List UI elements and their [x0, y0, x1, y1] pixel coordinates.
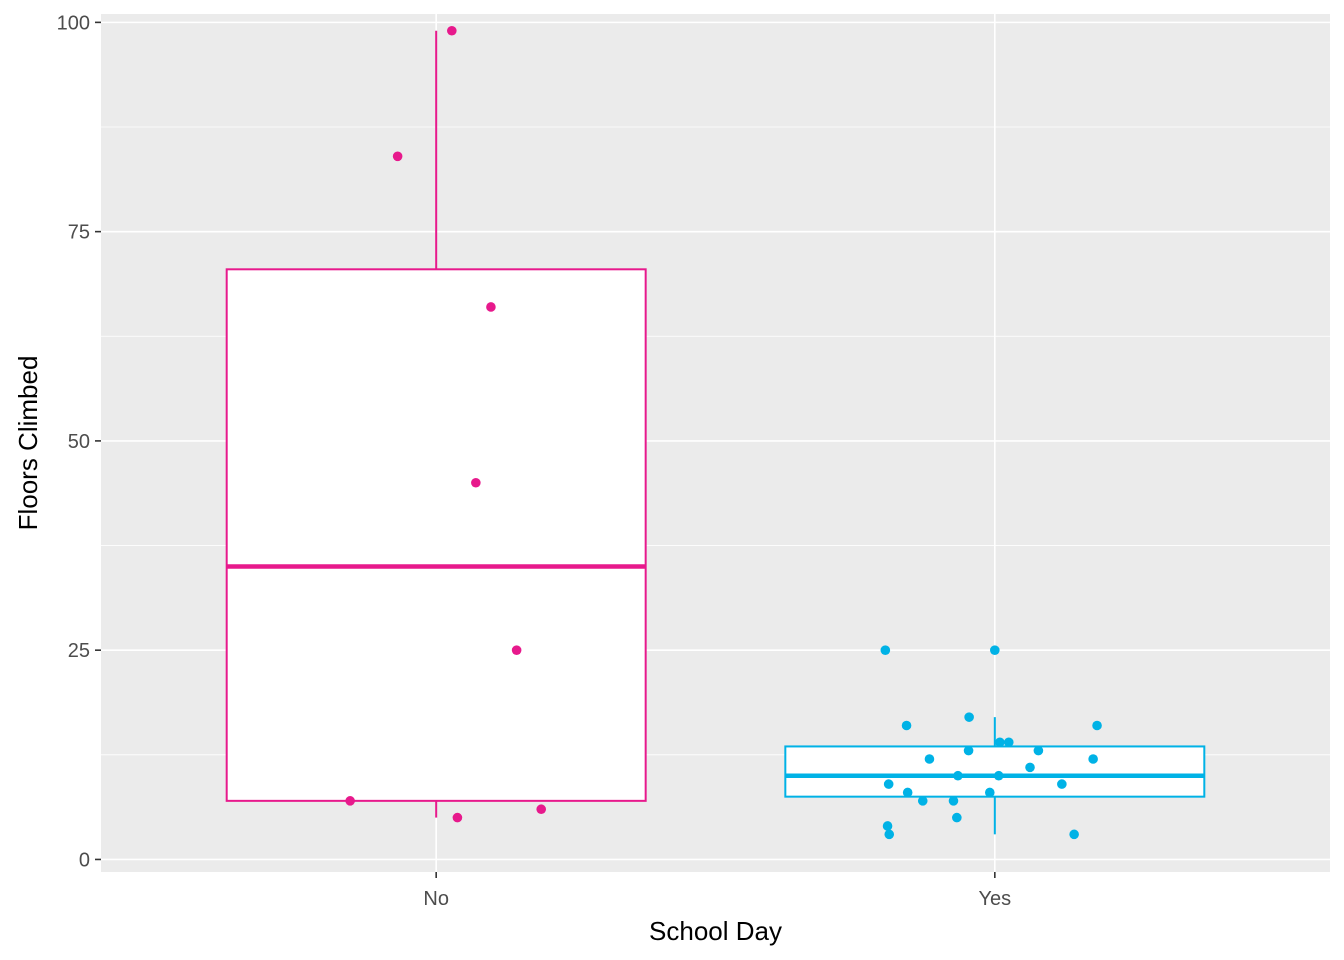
- point-no: [486, 302, 496, 312]
- x-axis-title: School Day: [649, 916, 782, 946]
- point-yes: [952, 812, 962, 823]
- boxes: [225, 30, 1206, 835]
- x-tick-label-no: No: [423, 888, 449, 910]
- point-yes: [1069, 829, 1079, 840]
- point-yes: [884, 829, 895, 840]
- point-yes: [880, 645, 891, 655]
- y-tick-label: 0: [79, 849, 90, 871]
- box-body-no: [225, 268, 647, 802]
- y-tick-label: 50: [68, 431, 90, 453]
- point-yes: [993, 770, 1004, 781]
- point-yes: [924, 754, 935, 764]
- y-axis-title: Floors Climbed: [13, 356, 43, 531]
- point-yes: [1057, 779, 1067, 789]
- point-yes: [883, 779, 894, 789]
- point-no: [452, 812, 463, 823]
- point-yes: [990, 645, 1000, 655]
- point-yes: [1033, 745, 1044, 756]
- point-no: [471, 477, 481, 488]
- y-tick-label: 25: [68, 640, 90, 662]
- y-axis: 0 25 50 75 100: [57, 12, 101, 871]
- point-yes: [984, 787, 995, 798]
- box-yes: [784, 717, 1206, 835]
- point-yes: [964, 712, 974, 722]
- point-yes: [901, 720, 912, 731]
- x-axis: No Yes: [423, 872, 1011, 910]
- point-yes: [1092, 720, 1102, 731]
- box-no: [225, 30, 647, 818]
- x-tick-label-yes: Yes: [978, 888, 1011, 910]
- point-yes: [953, 770, 963, 781]
- data-points: [345, 25, 1102, 840]
- y-tick-label: 100: [57, 12, 90, 34]
- point-no: [392, 151, 403, 162]
- point-yes: [963, 745, 974, 756]
- y-tick-label: 75: [68, 222, 90, 244]
- point-no: [345, 796, 355, 806]
- point-no: [447, 25, 457, 36]
- point-yes: [1088, 754, 1098, 764]
- point-yes: [917, 796, 928, 806]
- point-yes: [1025, 762, 1035, 773]
- point-no: [511, 645, 522, 655]
- point-yes: [1003, 737, 1014, 748]
- box-body-yes: [784, 745, 1206, 798]
- point-yes: [948, 796, 959, 806]
- point-yes: [995, 737, 1005, 748]
- point-yes: [902, 787, 913, 798]
- point-no: [536, 804, 547, 815]
- point-yes: [882, 821, 893, 831]
